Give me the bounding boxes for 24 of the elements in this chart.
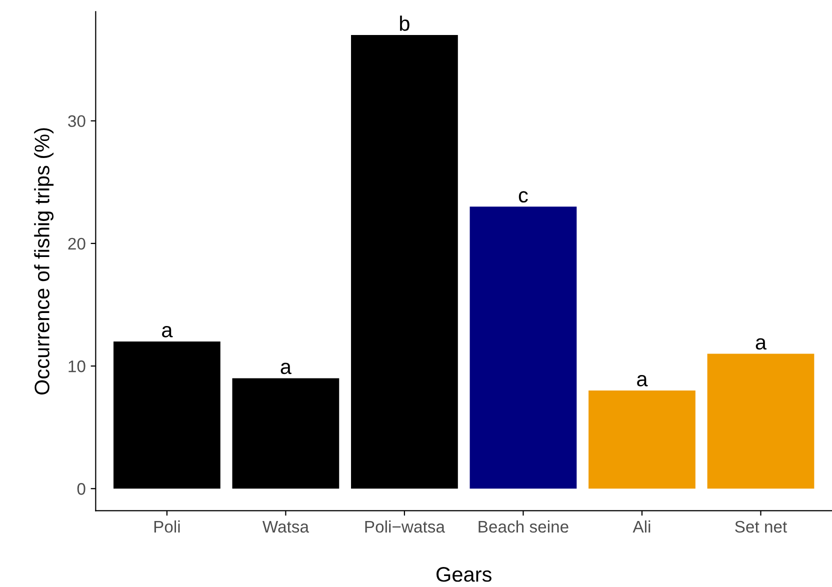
x-tick-label: Beach seine: [478, 520, 568, 533]
annotation: a: [756, 338, 767, 350]
x-tick-label: Poli: [154, 520, 180, 533]
x-tick-label: Set net: [735, 520, 788, 533]
bar: [351, 35, 458, 489]
annotation: a: [162, 326, 173, 338]
annotation: c: [518, 191, 528, 203]
y-tick-label: 30: [68, 115, 86, 128]
y-tick-label: 0: [77, 483, 86, 495]
bar: [113, 342, 220, 489]
y-axis-title: Occurrence of fishig trips (%): [34, 128, 54, 395]
bar: [707, 354, 814, 489]
y-tick-label: 20: [68, 238, 86, 250]
bar: [470, 206, 577, 489]
annotation: a: [280, 362, 292, 374]
x-axis-title: Gears: [436, 567, 492, 582]
bar: [588, 390, 696, 489]
x-tick-label: Watsa: [262, 521, 309, 533]
bar: [232, 378, 340, 489]
annotation: a: [637, 375, 648, 386]
x-tick-label: Ali: [632, 520, 650, 532]
y-tick-label: 10: [68, 360, 86, 372]
x-tick-label: Poli−watsa: [365, 520, 445, 533]
annotation: b: [400, 16, 410, 31]
